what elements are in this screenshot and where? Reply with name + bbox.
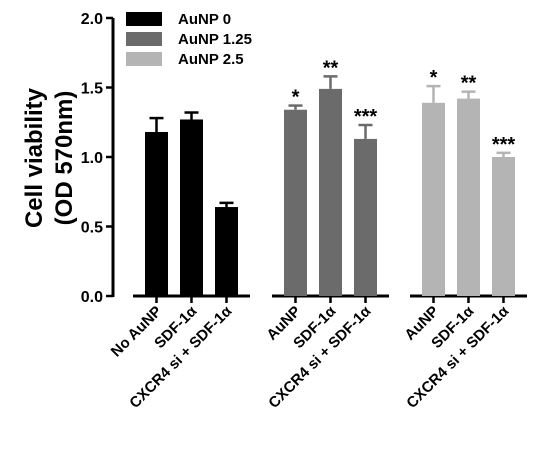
y-tick-label: 0.0: [81, 289, 103, 306]
legend-swatch: [126, 32, 162, 46]
significance-label: **: [323, 57, 339, 79]
significance-label: *: [292, 87, 300, 109]
category-label: No AuNP: [108, 303, 166, 361]
y-axis-title: Cell viability (OD 570nm): [21, 87, 78, 228]
bar: [354, 138, 377, 296]
legend-label: AuNP 0: [178, 11, 231, 28]
significance-label: ***: [492, 134, 516, 156]
significance-label: *: [430, 67, 438, 89]
y-axis-title-line-1: Cell viability: [21, 87, 48, 228]
bar: [215, 207, 238, 296]
bar: [422, 102, 445, 296]
bar: [145, 131, 168, 296]
bar: [457, 98, 480, 297]
bar: [319, 88, 342, 296]
legend-label: AuNP 1.25: [178, 31, 252, 48]
legend: AuNP 0 AuNP 1.25 AuNP 2.5: [126, 11, 252, 68]
significance-label: ***: [354, 106, 378, 128]
y-tick-label: 1.5: [81, 81, 103, 98]
legend-label: AuNP 2.5: [178, 51, 244, 68]
bar: [284, 109, 307, 297]
y-tick-label: 1.0: [81, 150, 103, 167]
legend-swatch: [126, 52, 162, 66]
y-tick-label: 2.0: [81, 11, 103, 28]
legend-swatch: [126, 12, 162, 26]
y-axis-title-line-2: (OD 570nm): [51, 91, 78, 226]
significance-label: **: [461, 73, 477, 95]
y-tick-label: 0.5: [81, 220, 103, 237]
bar: [180, 119, 203, 296]
bar: [492, 157, 515, 296]
